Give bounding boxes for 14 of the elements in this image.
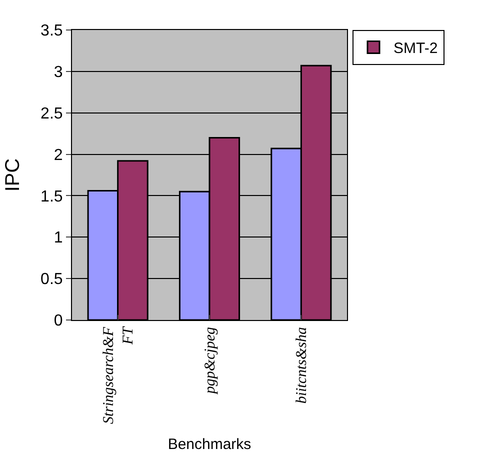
y-tick-label: 3.5 [40, 22, 63, 40]
y-axis-title: IPC [2, 158, 24, 192]
x-tick-label: Stringsearch&FFT [100, 325, 136, 424]
legend-label: SMT-2 [394, 40, 438, 58]
y-tick-label: 2 [54, 146, 63, 164]
y-tick-label: 1.5 [40, 188, 63, 206]
x-axis-title: Benchmarks [168, 436, 252, 453]
y-tick-label: 1 [54, 230, 63, 247]
y-tick-label: 0.5 [40, 271, 63, 288]
y-tick-label: 0 [54, 312, 63, 330]
x-tick-label: pgp&cjpeg [202, 326, 218, 395]
x-tick-label: biitcnts&sha [294, 327, 310, 404]
y-tick-label: 3 [54, 64, 63, 82]
y-tick-label: 2.5 [40, 105, 63, 122]
